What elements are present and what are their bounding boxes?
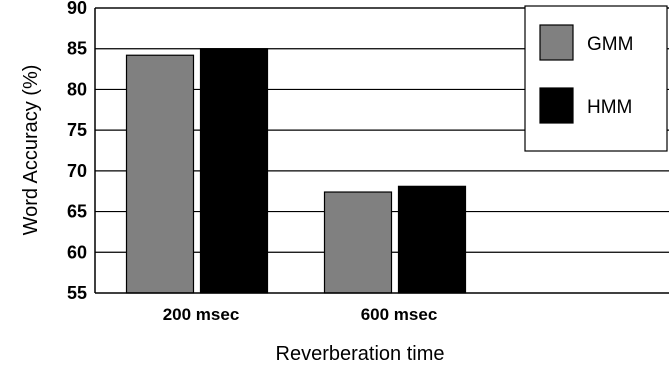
y-tick-label: 80 bbox=[67, 79, 87, 99]
bars bbox=[125, 48, 467, 294]
y-tick-label: 55 bbox=[67, 283, 87, 303]
x-category-label: 600 msec bbox=[361, 305, 438, 324]
bar-hmm-2 bbox=[397, 185, 467, 294]
y-tick-label: 90 bbox=[67, 0, 87, 18]
x-category-labels: 200 msec 600 msec bbox=[163, 305, 438, 324]
y-tick-label: 65 bbox=[67, 202, 87, 222]
bar-gmm-2 bbox=[323, 191, 393, 294]
legend-label-hmm: HMM bbox=[587, 97, 632, 118]
y-axis-title: Word Accuracy (%) bbox=[20, 65, 42, 236]
legend-swatch-gmm bbox=[539, 24, 574, 61]
bar-hmm-1 bbox=[199, 48, 269, 294]
legend-swatch-hmm bbox=[539, 87, 574, 124]
bar-gmm-1 bbox=[125, 54, 195, 294]
y-tick-labels: 55 60 65 70 75 80 85 90 bbox=[67, 0, 87, 303]
legend-label-gmm: GMM bbox=[587, 34, 633, 55]
legend: GMM HMM bbox=[524, 5, 668, 152]
x-category-label: 200 msec bbox=[163, 305, 240, 324]
y-tick-label: 75 bbox=[67, 120, 87, 140]
y-tick-label: 70 bbox=[67, 161, 87, 181]
x-axis-title: Reverberation time bbox=[276, 343, 445, 365]
y-tick-label: 85 bbox=[67, 39, 87, 59]
y-tick-label: 60 bbox=[67, 242, 87, 262]
